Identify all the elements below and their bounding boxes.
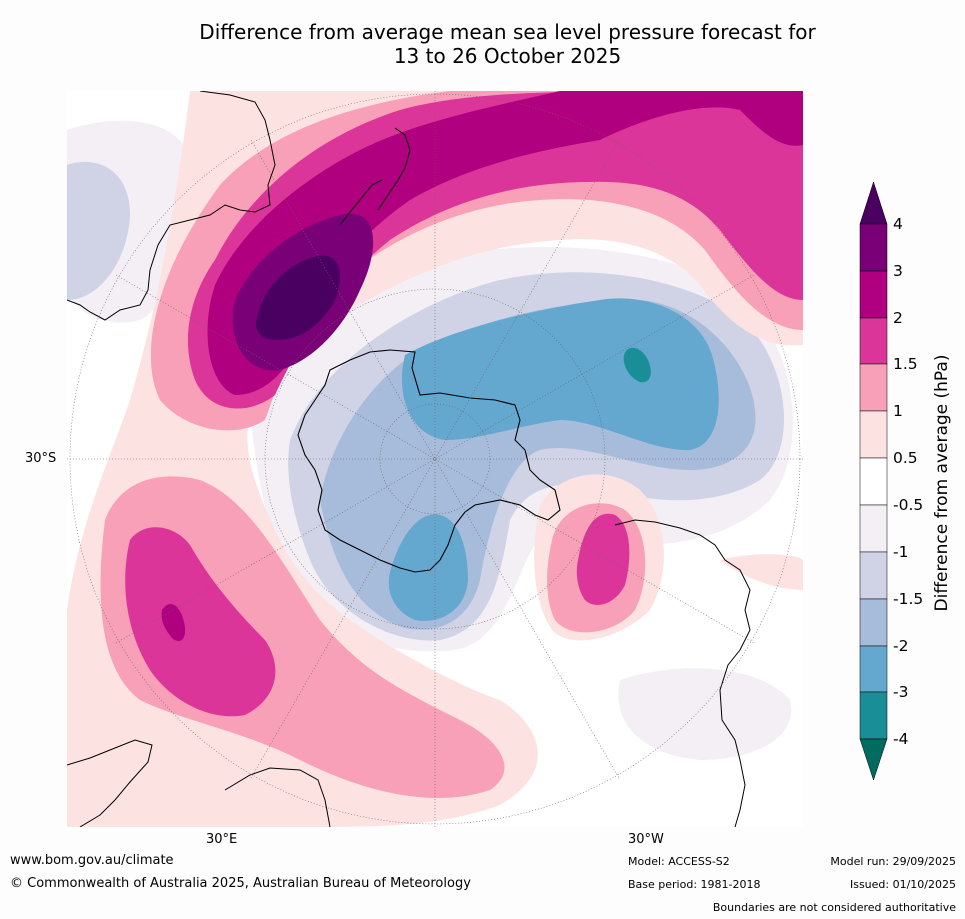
lon-label-30w: 30°W: [628, 832, 664, 847]
colorbar-tick-1: 1: [893, 402, 903, 420]
footer-website: www.bom.gov.au/climate: [10, 853, 174, 868]
colorbar-title: Difference from average (hPa): [932, 354, 952, 612]
colorbar-band-m4-to-m3: [859, 691, 888, 740]
anomaly-band-m3-to-m2: [388, 298, 719, 621]
colorbar-band-0-5-to-1: [859, 410, 888, 459]
colorbar-tick-m3: -3: [893, 683, 909, 701]
graticule: [67, 91, 803, 827]
colorbar-tick-m1: -1: [893, 543, 909, 561]
lat-label-30s: 30°S: [25, 451, 57, 466]
title-line-1: Difference from average mean sea level p…: [199, 20, 816, 44]
colorbar-tick-3: 3: [893, 262, 903, 280]
lon-label-30e: 30°E: [206, 832, 238, 847]
new-zealand-coastline: [339, 127, 411, 226]
colorbar-band-m1-to-m0-5: [859, 504, 888, 553]
footer-disclaimer: Boundaries are not considered authoritat…: [712, 901, 956, 914]
colorbar-tick-2: 2: [893, 309, 903, 327]
colorbar-band-1-5-to-2: [859, 317, 888, 365]
colorbar-band-m1-5-to-m1: [859, 551, 888, 600]
colorbar-band-2-to-3: [859, 270, 888, 319]
south-america-coastline: [614, 519, 751, 827]
colorbar: [859, 181, 888, 781]
colorbar-tick-m1-5: -1.5: [893, 590, 924, 608]
colorbar-tick-m0-5: -0.5: [893, 496, 924, 514]
colorbar-tick-4: 4: [893, 215, 903, 233]
footer-issued: Issued: 01/10/2025: [849, 878, 956, 891]
australia-coastline: [67, 91, 276, 321]
map-panel: [67, 91, 803, 827]
colorbar-band-1-to-1-5: [859, 363, 888, 412]
colorbar-tick-m4: -4: [893, 730, 909, 748]
anomaly-band-above-4: [256, 255, 340, 340]
colorbar-band-m3-to-m2: [859, 645, 888, 693]
anomaly-band-m4-to-m3: [623, 347, 651, 383]
footer-copyright: © Commonwealth of Australia 2025, Austra…: [10, 876, 471, 891]
footer-model: Model: ACCESS-S2: [628, 855, 730, 868]
colorbar-band-neutral: [859, 457, 888, 506]
colorbar-band-m2-to-m1-5: [859, 598, 888, 647]
africa-coastline: [67, 739, 153, 827]
colorbar-tick-m2: -2: [893, 637, 909, 655]
chart-title: Difference from average mean sea level p…: [0, 20, 965, 68]
antarctica-coastline: [297, 349, 561, 573]
colorbar-band-3-to-4: [859, 223, 888, 272]
anomaly-band-2-to-3: [161, 91, 803, 642]
colorbar-tick-0-5: 0.5: [893, 449, 918, 467]
footer-model-run: Model run: 29/09/2025: [830, 855, 956, 868]
footer-base-period: Base period: 1981-2018: [628, 878, 761, 891]
title-line-2: 13 to 26 October 2025: [393, 44, 622, 68]
colorbar-extension-top: [859, 181, 888, 225]
colorbar-extension-bottom: [859, 738, 888, 781]
madagascar-coastline: [224, 767, 331, 827]
colorbar-tick-1-5: 1.5: [893, 355, 918, 373]
